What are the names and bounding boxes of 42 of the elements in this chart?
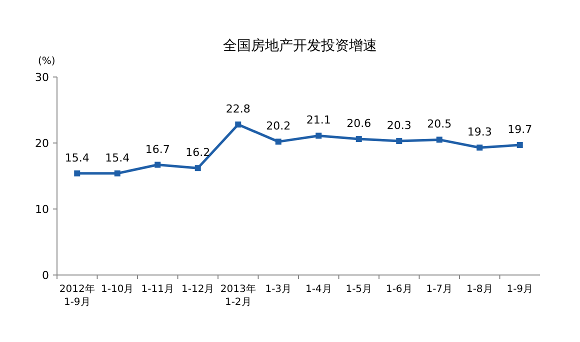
title: 全国房地产开发投资增速 xyxy=(223,38,377,54)
label: 20.5 xyxy=(427,118,452,131)
label: 16.7 xyxy=(145,142,170,156)
xtick: 1-5月 xyxy=(346,284,372,295)
point xyxy=(436,136,442,143)
point xyxy=(235,122,242,128)
xtick: 2012年 1-9月 xyxy=(59,284,95,308)
xtick: 2013年 1-2月 xyxy=(220,284,256,308)
xtick: 1-9月 xyxy=(506,284,534,295)
point xyxy=(396,138,402,144)
ylabel: (%) xyxy=(38,56,56,67)
point xyxy=(356,136,362,142)
label: 16.2 xyxy=(186,146,210,160)
xtick: 1-12月 xyxy=(182,284,214,295)
label: 21.1 xyxy=(306,114,331,127)
label: 20.3 xyxy=(386,119,412,132)
label: 22.8 xyxy=(226,102,250,116)
label: 20.2 xyxy=(266,120,291,133)
label: 15.4 xyxy=(105,151,130,164)
label: 19.7 xyxy=(508,122,532,136)
point xyxy=(476,144,483,151)
ytick: 30 xyxy=(35,71,49,84)
ytick: 10 xyxy=(35,203,49,216)
point xyxy=(74,170,80,176)
point xyxy=(154,162,161,168)
label: 19.3 xyxy=(467,126,492,139)
point xyxy=(275,138,282,145)
point xyxy=(194,165,201,172)
ytick: 20 xyxy=(35,137,49,150)
xtick: 1-8月 xyxy=(466,284,493,295)
label: 20.6 xyxy=(346,117,372,130)
point xyxy=(316,132,322,139)
point xyxy=(516,142,523,148)
xtick: 1-10月 xyxy=(101,284,134,295)
xtick: 1-4月 xyxy=(305,284,332,295)
xtick: 1-11月 xyxy=(141,284,174,295)
xtick: 1-7月 xyxy=(426,284,453,295)
xtick: 1-6月 xyxy=(386,284,412,295)
xtick: 1-3月 xyxy=(265,284,292,295)
ytick: 0 xyxy=(42,269,49,282)
label: 15.4 xyxy=(64,151,90,164)
point xyxy=(114,170,120,176)
